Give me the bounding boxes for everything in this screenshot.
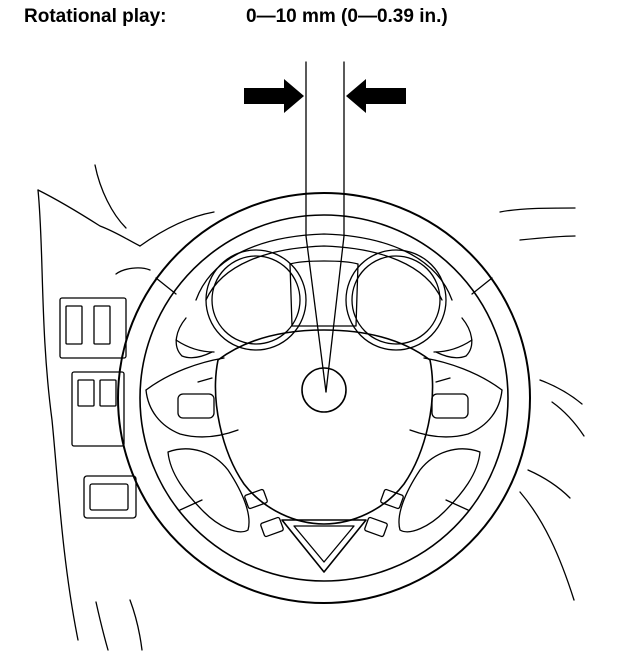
steering-wheel-rim xyxy=(118,193,530,603)
switch-panel xyxy=(60,268,150,518)
spec-label: Rotational play: xyxy=(24,6,167,27)
steering-wheel-hub xyxy=(146,330,502,572)
right-arrow-icon xyxy=(346,79,406,113)
measurement-lines xyxy=(306,62,344,392)
dashboard-outline xyxy=(38,165,584,650)
spec-value: 0—10 mm (0—0.39 in.) xyxy=(246,6,448,27)
spec-caption: Rotational play: 0—10 mm (0—0.39 in.) xyxy=(24,6,448,28)
instrument-cluster xyxy=(176,234,472,358)
left-arrow-icon xyxy=(244,79,304,113)
